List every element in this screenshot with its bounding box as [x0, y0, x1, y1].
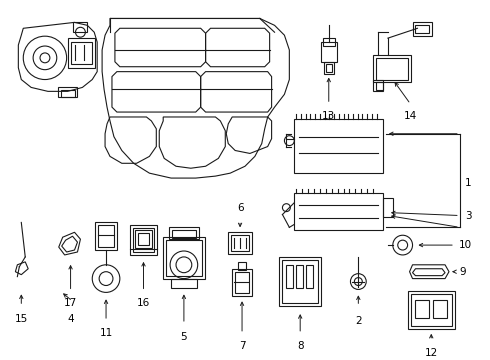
Text: 15: 15	[15, 314, 28, 324]
Bar	[373, 55, 411, 82]
Bar	[286, 265, 294, 288]
Bar	[58, 87, 77, 97]
Bar	[73, 22, 87, 32]
Text: 5: 5	[181, 332, 187, 342]
Bar	[326, 64, 332, 72]
Bar	[235, 272, 249, 293]
Bar	[171, 279, 196, 288]
Bar	[138, 233, 149, 245]
Bar	[95, 222, 117, 250]
Bar	[411, 294, 452, 326]
Text: 13: 13	[322, 111, 335, 121]
Text: 16: 16	[137, 298, 150, 308]
Bar	[61, 90, 74, 97]
Bar	[376, 82, 383, 90]
Bar	[231, 235, 249, 251]
Text: 11: 11	[99, 328, 113, 338]
Text: 1: 1	[465, 178, 471, 188]
Bar	[135, 230, 152, 248]
Bar	[228, 232, 252, 254]
Bar	[416, 25, 429, 33]
Bar	[98, 225, 114, 247]
Bar	[323, 38, 335, 46]
Bar	[433, 300, 447, 318]
Bar	[373, 80, 383, 91]
Bar	[166, 240, 202, 276]
Bar	[282, 260, 318, 303]
Bar	[416, 300, 429, 318]
Bar	[294, 119, 383, 173]
Bar	[71, 42, 92, 64]
Text: 8: 8	[297, 341, 303, 351]
Bar	[383, 198, 393, 217]
Bar	[169, 228, 198, 239]
Bar	[294, 193, 383, 230]
Bar	[413, 22, 432, 36]
Bar	[324, 62, 334, 73]
Text: 4: 4	[67, 314, 74, 324]
Bar	[130, 225, 157, 255]
Bar	[279, 257, 321, 306]
Bar	[133, 228, 154, 252]
Text: 17: 17	[64, 298, 77, 308]
Text: 3: 3	[465, 211, 471, 221]
Bar	[163, 237, 205, 279]
Text: 10: 10	[459, 240, 472, 250]
Bar	[321, 42, 337, 62]
Bar	[238, 262, 246, 270]
Text: 2: 2	[355, 316, 362, 326]
Text: 9: 9	[460, 267, 466, 277]
Text: 7: 7	[239, 341, 245, 351]
Bar	[232, 269, 252, 296]
Bar	[408, 291, 455, 329]
Text: 6: 6	[237, 203, 244, 212]
Bar	[68, 38, 95, 68]
Text: 12: 12	[425, 348, 438, 357]
Text: 14: 14	[404, 111, 417, 121]
Bar	[376, 58, 408, 80]
Bar	[306, 265, 313, 288]
Bar	[172, 230, 196, 238]
Bar	[296, 265, 303, 288]
